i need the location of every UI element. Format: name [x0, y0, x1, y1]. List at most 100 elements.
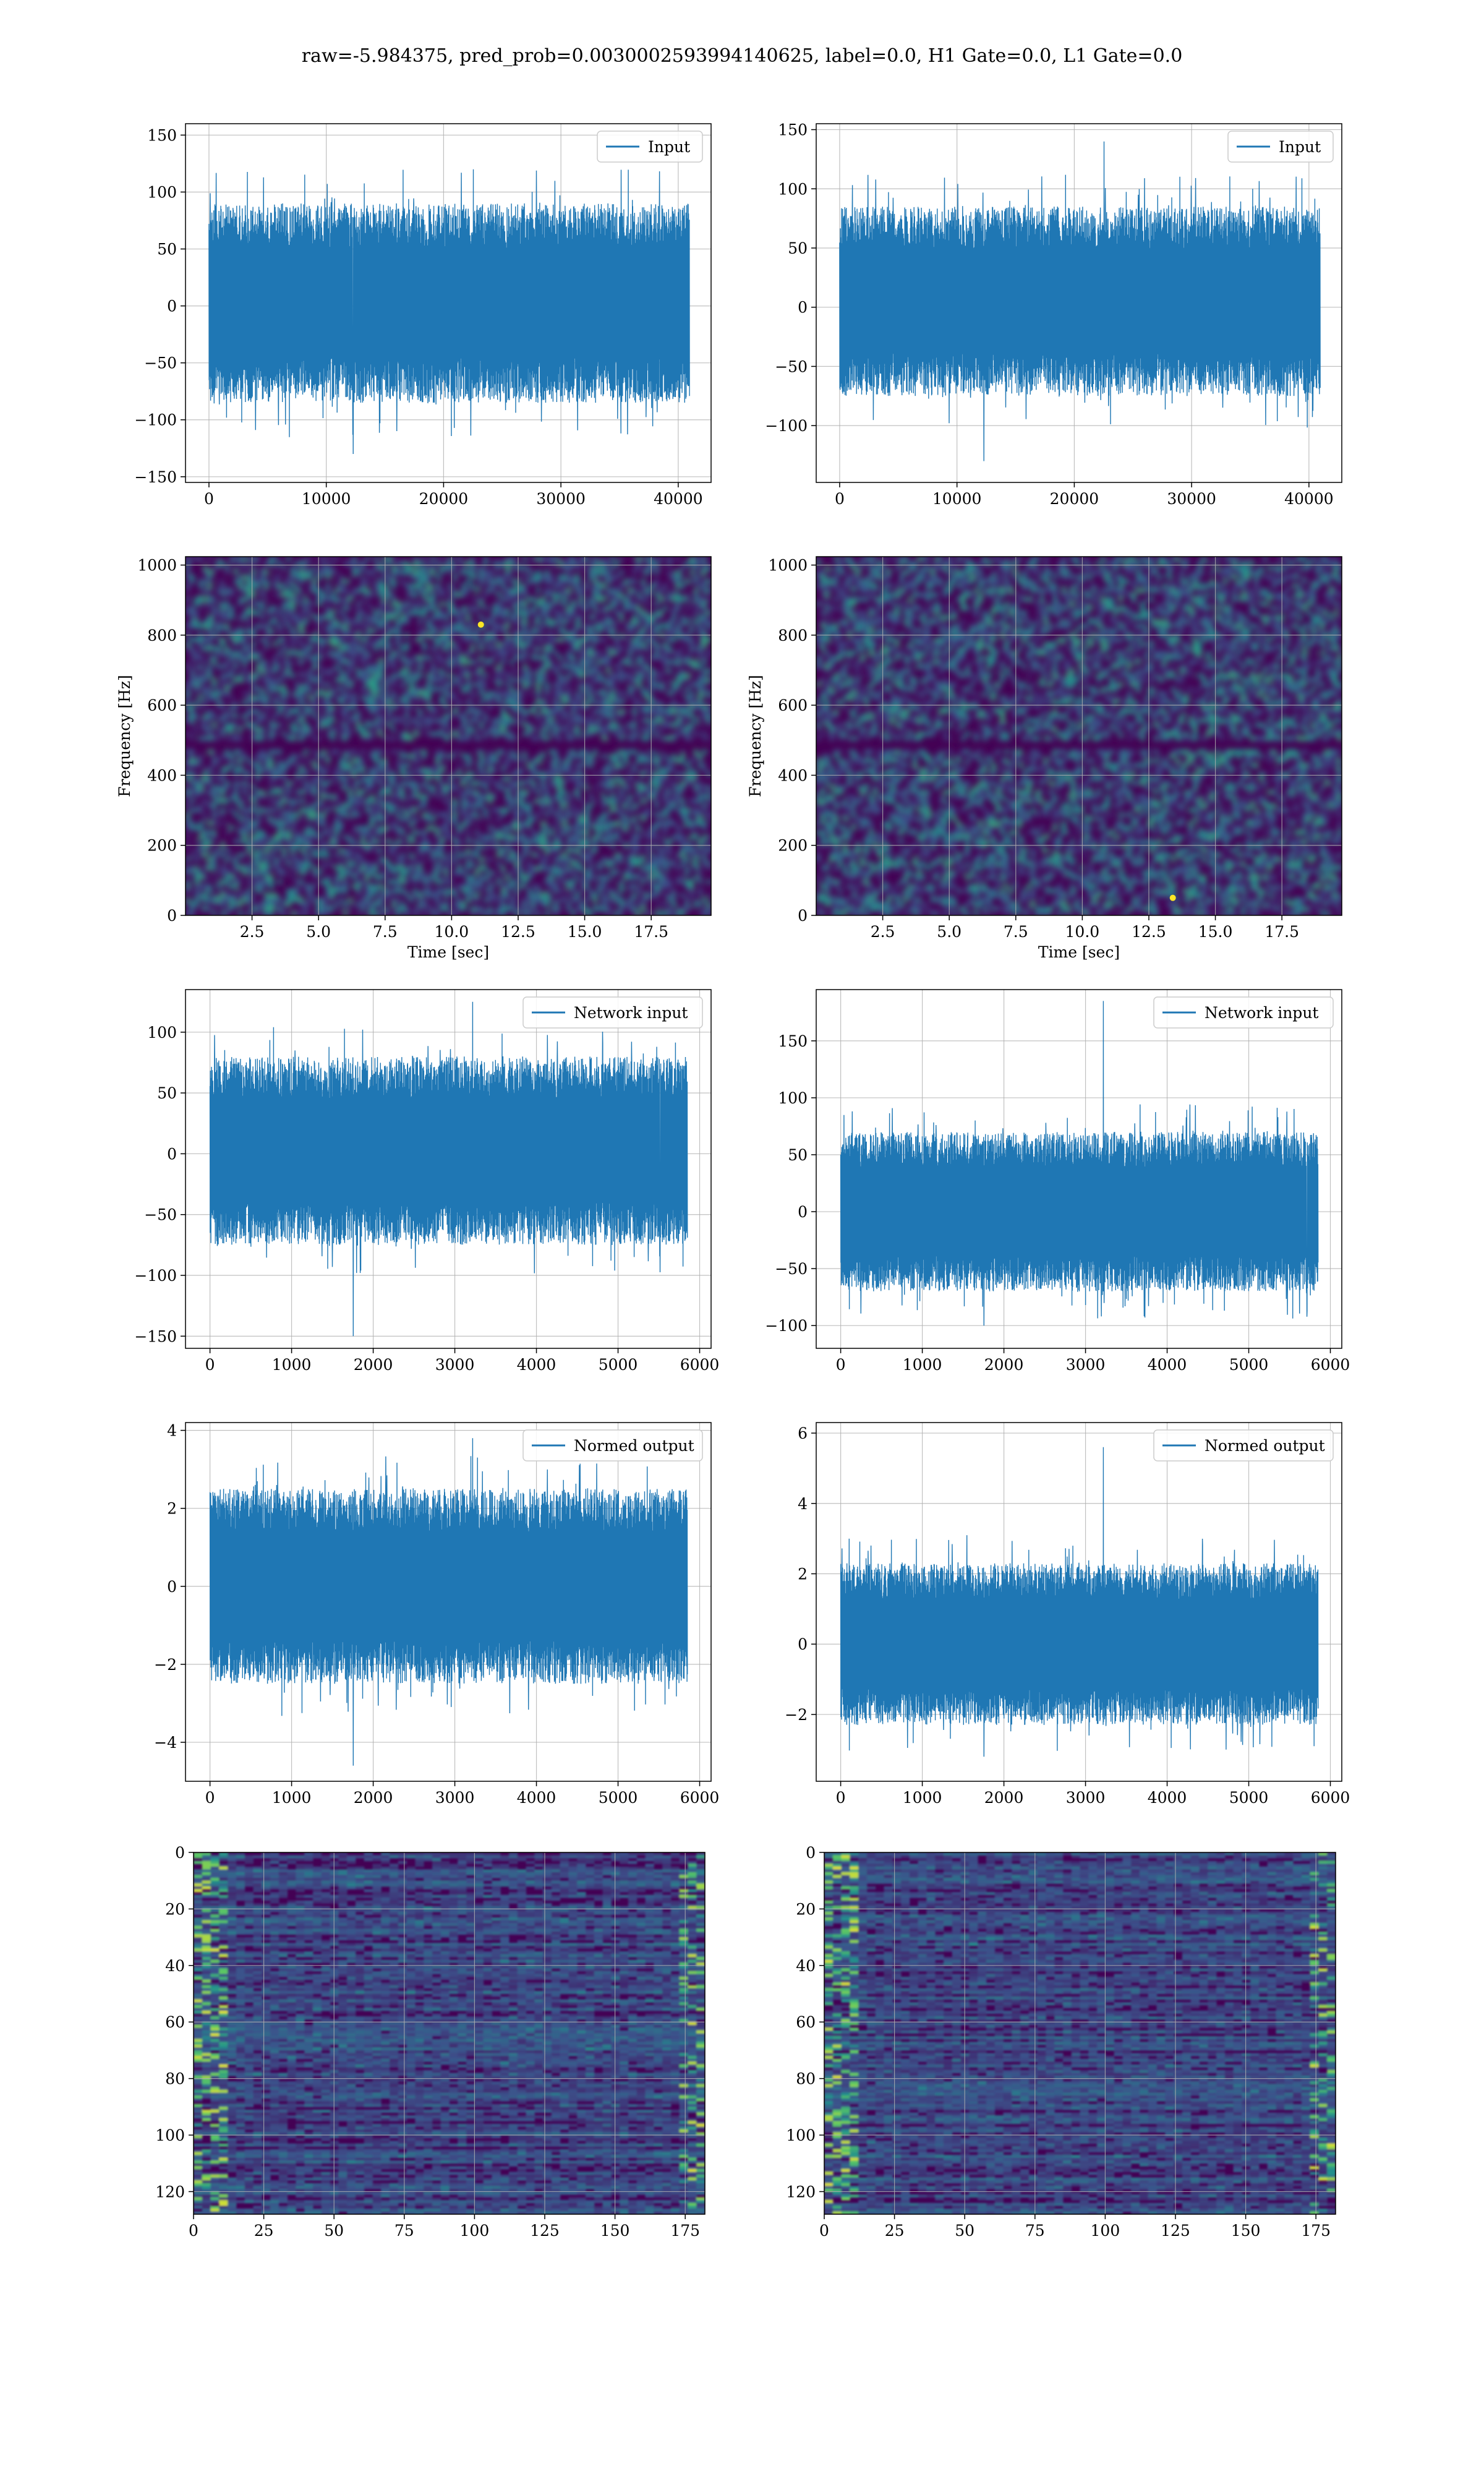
subplot-h1-normed-output: 0 1000 2000 3000 4000 5000 6000 −4 −2 0 2 4 Normed o…	[154, 1422, 719, 1807]
x-tick-label: 150	[1231, 2222, 1261, 2240]
x-tick-label: 5.0	[937, 923, 962, 941]
x-tick-label: 7.5	[373, 923, 398, 941]
x-tick-label: 4000	[517, 1789, 556, 1807]
x-tick-label: 5000	[1229, 1789, 1269, 1807]
x-tick-label: 3000	[435, 1789, 475, 1807]
y-tick-label: 120	[786, 2183, 816, 2201]
legend-box	[1227, 131, 1334, 163]
x-tick-label: 4000	[517, 1356, 556, 1374]
x-tick-label: 0	[204, 490, 214, 508]
subplot-grid: 0 10000 20000 30000 40000−150−100−5005010015…	[116, 121, 1350, 2240]
axes-frame	[816, 989, 1342, 1349]
legend-label: Input	[1279, 138, 1321, 156]
axes-frame	[185, 1422, 712, 1782]
x-tick-label: 17.5	[1264, 923, 1299, 941]
axes-frame	[185, 556, 712, 916]
x-tick-label: 5.0	[306, 923, 331, 941]
subplot-l1-spectrogram: 2.5 5.0 7.5 10.0 12.5 15.0 17.5 0 200 400 600 800 10…	[746, 556, 1342, 961]
y-tick-label: 1000	[768, 557, 808, 575]
hot-spot	[477, 621, 484, 628]
x-tick-label: 100	[460, 2222, 490, 2240]
y-tick-label: 6	[798, 1424, 808, 1442]
y-tick-label: 120	[155, 2183, 185, 2201]
x-tick-label: 25	[254, 2222, 274, 2240]
subplot-l1-network-input: 0 1000 2000 3000 4000 5000 6000 −100 −50 0 50 100 15…	[765, 989, 1350, 1374]
y-tick-label: 0	[167, 297, 177, 315]
axes-frame	[185, 123, 712, 483]
y-tick-label: 100	[147, 1024, 177, 1042]
y-tick-label: 0	[167, 1145, 177, 1163]
x-tick-label: 4000	[1148, 1789, 1187, 1807]
y-tick-label: 100	[155, 2126, 185, 2144]
y-tick-label: 4	[167, 1422, 177, 1440]
y-tick-label: 50	[788, 239, 808, 257]
y-tick-label: 50	[788, 1146, 808, 1164]
y-tick-label: 0	[798, 1203, 808, 1221]
legend-box	[522, 996, 703, 1029]
y-tick-label: 0	[798, 907, 808, 925]
y-tick-label: 0	[798, 1635, 808, 1653]
x-tick-label: 2.5	[871, 923, 895, 941]
x-tick-label: 6000	[680, 1356, 720, 1374]
series-line	[840, 1001, 1319, 1326]
x-tick-label: 100	[1091, 2222, 1120, 2240]
gridlines	[824, 1852, 1336, 2214]
x-tick-label: 125	[530, 2222, 560, 2240]
x-tick-label: 30000	[1167, 490, 1216, 508]
x-tick-label: 0	[189, 2222, 198, 2240]
x-tick-label: 75	[394, 2222, 414, 2240]
x-tick-label: 6000	[1311, 1789, 1350, 1807]
y-tick-label: 200	[778, 837, 808, 855]
series-line	[840, 1447, 1319, 1757]
y-tick-label: 80	[165, 2070, 185, 2088]
y-tick-label: 100	[147, 183, 177, 201]
subplot-h1-network-input: 0 1000 2000 3000 4000 5000 6000 −150 −100 −50 0 50 1…	[134, 989, 720, 1374]
axes-frame	[816, 1422, 1342, 1782]
x-tick-label: 1000	[272, 1356, 312, 1374]
x-tick-label: 5000	[599, 1356, 638, 1374]
legend-box	[522, 1429, 703, 1462]
subplot-l1-normed-output: 0 1000 2000 3000 4000 5000 6000 −2 0 2 4 6 Normed ou…	[785, 1422, 1350, 1807]
x-tick-label: 10000	[932, 490, 982, 508]
y-tick-label: 100	[786, 2126, 816, 2144]
x-tick-label: 0	[205, 1789, 215, 1807]
x-tick-label: 7.5	[1004, 923, 1028, 941]
x-tick-label: 0	[205, 1356, 215, 1374]
legend: Normed output	[522, 1429, 703, 1462]
x-tick-label: 2000	[354, 1356, 393, 1374]
subplot-h1-input: 0 10000 20000 30000 40000 −150 −100 −50 0 50 100 15…	[134, 123, 712, 508]
x-tick-label: 30000	[536, 490, 586, 508]
x-axis-label: Time [sec]	[407, 943, 489, 961]
y-tick-label: 0	[806, 1844, 816, 1862]
x-tick-label: 1000	[903, 1356, 942, 1374]
y-tick-label: 40	[796, 1957, 816, 1975]
y-tick-label: 100	[778, 180, 808, 198]
x-tick-label: 10000	[302, 490, 351, 508]
x-tick-label: 50	[955, 2222, 974, 2240]
y-tick-label: −100	[765, 1317, 808, 1335]
x-tick-label: 40000	[1284, 490, 1334, 508]
x-tick-label: 175	[670, 2222, 700, 2240]
y-tick-label: 200	[147, 837, 177, 855]
y-tick-label: 20	[796, 1900, 816, 1918]
y-tick-label: 800	[778, 627, 808, 644]
y-tick-label: 600	[147, 696, 177, 714]
legend-label: Input	[648, 138, 690, 156]
x-tick-label: 2000	[354, 1789, 393, 1807]
subplot-h1-spectrogram: 2.5 5.0 7.5 10.0 12.5 15.0 17.5 0 200 400 600 800 10…	[116, 556, 712, 961]
x-tick-label: 4000	[1148, 1356, 1187, 1374]
y-tick-label: 150	[778, 1032, 808, 1050]
x-tick-label: 15.0	[568, 923, 602, 941]
x-tick-label: 125	[1161, 2222, 1190, 2240]
legend-label: Network input	[1205, 1004, 1318, 1022]
y-tick-label: 4	[798, 1495, 808, 1513]
x-tick-label: 40000	[654, 490, 703, 508]
y-tick-label: −50	[144, 1206, 177, 1224]
y-tick-label: −150	[134, 468, 177, 486]
feature-map-image	[194, 1852, 705, 2214]
spectrogram-image	[816, 557, 1342, 915]
legend-label: Normed output	[574, 1437, 694, 1455]
x-tick-label: 1000	[903, 1789, 942, 1807]
axes-frame	[816, 123, 1342, 483]
